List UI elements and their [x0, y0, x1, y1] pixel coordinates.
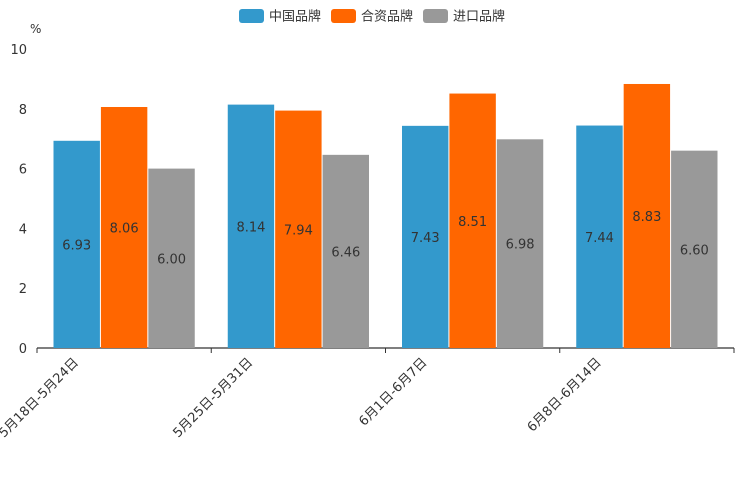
bar — [100, 107, 148, 348]
legend-label: 中国品牌 — [269, 9, 321, 25]
data-labels: 6.93 8.14 7.43 7.44 8.06 7.94 8.51 8.83 6.00 6.46… — [62, 210, 709, 267]
bar — [322, 154, 369, 348]
bar — [402, 125, 449, 348]
bar — [671, 150, 718, 348]
bar — [496, 139, 544, 348]
bars — [53, 83, 718, 349]
x-tick-label: 6月8日-6月14日 — [525, 355, 605, 435]
legend-swatch — [423, 9, 448, 23]
bar-value-label: 6.98 — [506, 238, 535, 253]
bar-value-label: 6.60 — [680, 243, 709, 258]
x-axis: 5月18日-5月24日 5月25日-5月31日 6月1日-6月7日 6月8日-6月14… — [0, 347, 735, 441]
bar — [275, 110, 322, 349]
x-tick-label: 6月1日-6月7日 — [356, 355, 430, 429]
bar-value-label: 7.94 — [284, 223, 313, 238]
y-tick-label: 10 — [10, 43, 27, 58]
y-axis: 0 2 4 6 8 10 — [10, 43, 27, 357]
y-tick-label: 0 — [19, 342, 27, 357]
bar — [227, 104, 275, 348]
legend-swatch — [331, 9, 356, 23]
bar-value-label: 6.00 — [157, 252, 186, 267]
y-axis-label: % — [30, 22, 41, 36]
x-tick-label: 5月25日-5月31日 — [170, 355, 256, 441]
legend-label: 进口品牌 — [453, 9, 505, 25]
bar — [53, 140, 100, 348]
legend-swatch — [239, 9, 264, 23]
legend-label: 合资品牌 — [361, 9, 413, 25]
bar-value-label: 7.43 — [411, 231, 440, 246]
bar-value-label: 8.51 — [458, 215, 487, 230]
y-tick-label: 4 — [19, 222, 27, 237]
bar-value-label: 8.06 — [110, 222, 139, 237]
bar-value-label: 6.93 — [62, 238, 91, 253]
bar-value-label: 8.83 — [632, 210, 661, 225]
y-tick-label: 6 — [19, 163, 27, 178]
bar-value-label: 7.44 — [585, 231, 614, 246]
bar — [576, 125, 623, 348]
y-tick-label: 8 — [19, 103, 27, 118]
bar — [623, 83, 671, 348]
bar — [449, 93, 496, 349]
y-tick-label: 2 — [19, 282, 27, 297]
bar-value-label: 6.46 — [331, 245, 360, 260]
x-tick-label: 5月18日-5月24日 — [0, 355, 82, 441]
legend: 中国品牌 合资品牌 进口品牌 — [239, 9, 505, 25]
bar-value-label: 8.14 — [236, 220, 265, 235]
bar — [148, 168, 195, 348]
